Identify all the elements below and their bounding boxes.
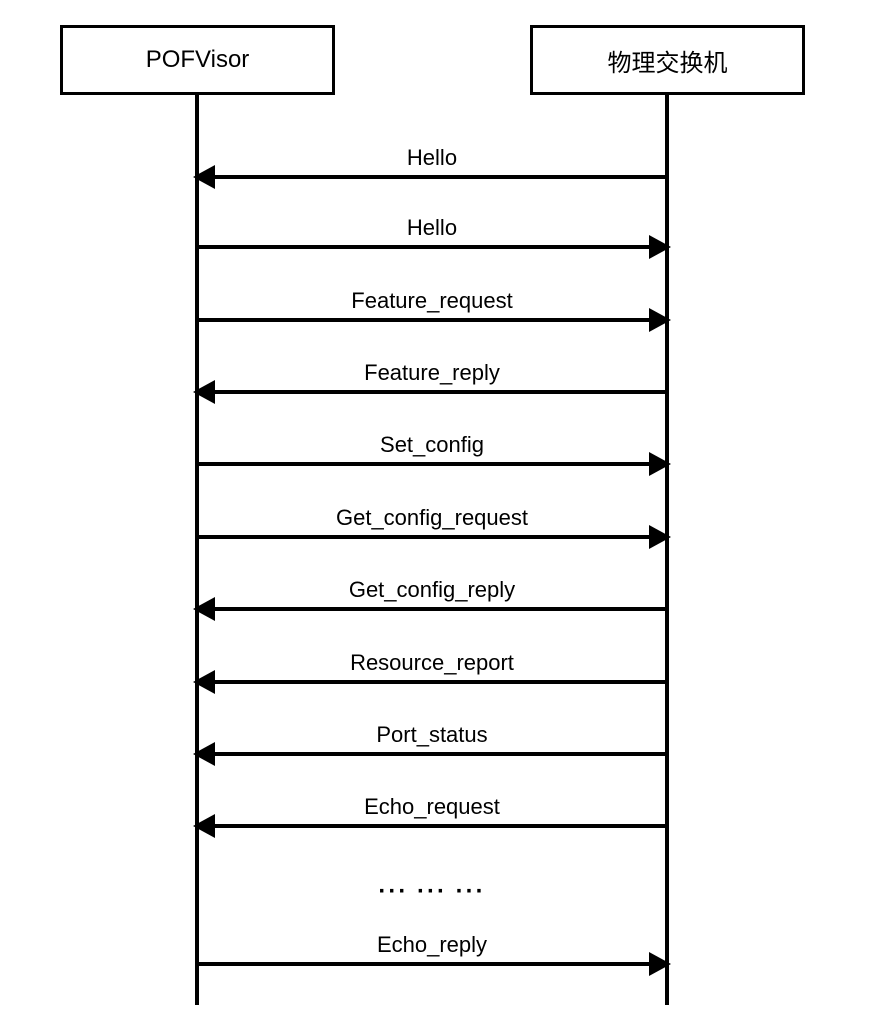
message-set-config: Set_config <box>195 462 669 502</box>
message-label: Echo_request <box>195 794 669 820</box>
message-label: Get_config_reply <box>195 577 669 603</box>
message-port-status: Port_status <box>195 752 669 792</box>
arrow-head-left-icon <box>193 597 215 621</box>
ellipsis-text: ··· ··· ··· <box>195 878 669 906</box>
message-label: Echo_reply <box>195 932 669 958</box>
arrow-head-left-icon <box>193 670 215 694</box>
message-get-config-reply: Get_config_reply <box>195 607 669 647</box>
participant-label: POFVisor <box>146 46 250 74</box>
arrow-line <box>195 680 669 684</box>
arrow-head-right-icon <box>649 452 671 476</box>
message-label: Port_status <box>195 722 669 748</box>
arrow-line <box>195 535 669 539</box>
arrow-head-left-icon <box>193 380 215 404</box>
arrow-head-right-icon <box>649 235 671 259</box>
arrow-head-right-icon <box>649 525 671 549</box>
arrow-head-left-icon <box>193 814 215 838</box>
message-label: Feature_reply <box>195 360 669 386</box>
arrow-head-left-icon <box>193 742 215 766</box>
arrow-line <box>195 390 669 394</box>
message-hello-1: Hello <box>195 175 669 215</box>
arrow-head-right-icon <box>649 952 671 976</box>
message-label: Get_config_request <box>195 505 669 531</box>
message-label: Hello <box>195 145 669 171</box>
participant-label: 物理交换机 <box>608 43 728 78</box>
message-feature-reply: Feature_reply <box>195 390 669 430</box>
arrow-head-left-icon <box>193 165 215 189</box>
message-hello-2: Hello <box>195 245 669 285</box>
arrow-line <box>195 245 669 249</box>
arrow-line <box>195 824 669 828</box>
participant-switch: 物理交换机 <box>530 25 805 95</box>
message-label: Resource_report <box>195 650 669 676</box>
arrow-line <box>195 175 669 179</box>
message-feature-request: Feature_request <box>195 318 669 358</box>
arrow-line <box>195 962 669 966</box>
message-echo-request: Echo_request <box>195 824 669 864</box>
arrow-line <box>195 318 669 322</box>
participant-pofvisor: POFVisor <box>60 25 335 95</box>
arrow-head-right-icon <box>649 308 671 332</box>
arrow-line <box>195 607 669 611</box>
message-get-config-request: Get_config_request <box>195 535 669 575</box>
message-echo-reply: Echo_reply <box>195 962 669 1002</box>
message-label: Hello <box>195 215 669 241</box>
message-label: Set_config <box>195 432 669 458</box>
message-resource-report: Resource_report <box>195 680 669 720</box>
arrow-line <box>195 462 669 466</box>
arrow-line <box>195 752 669 756</box>
message-label: Feature_request <box>195 288 669 314</box>
